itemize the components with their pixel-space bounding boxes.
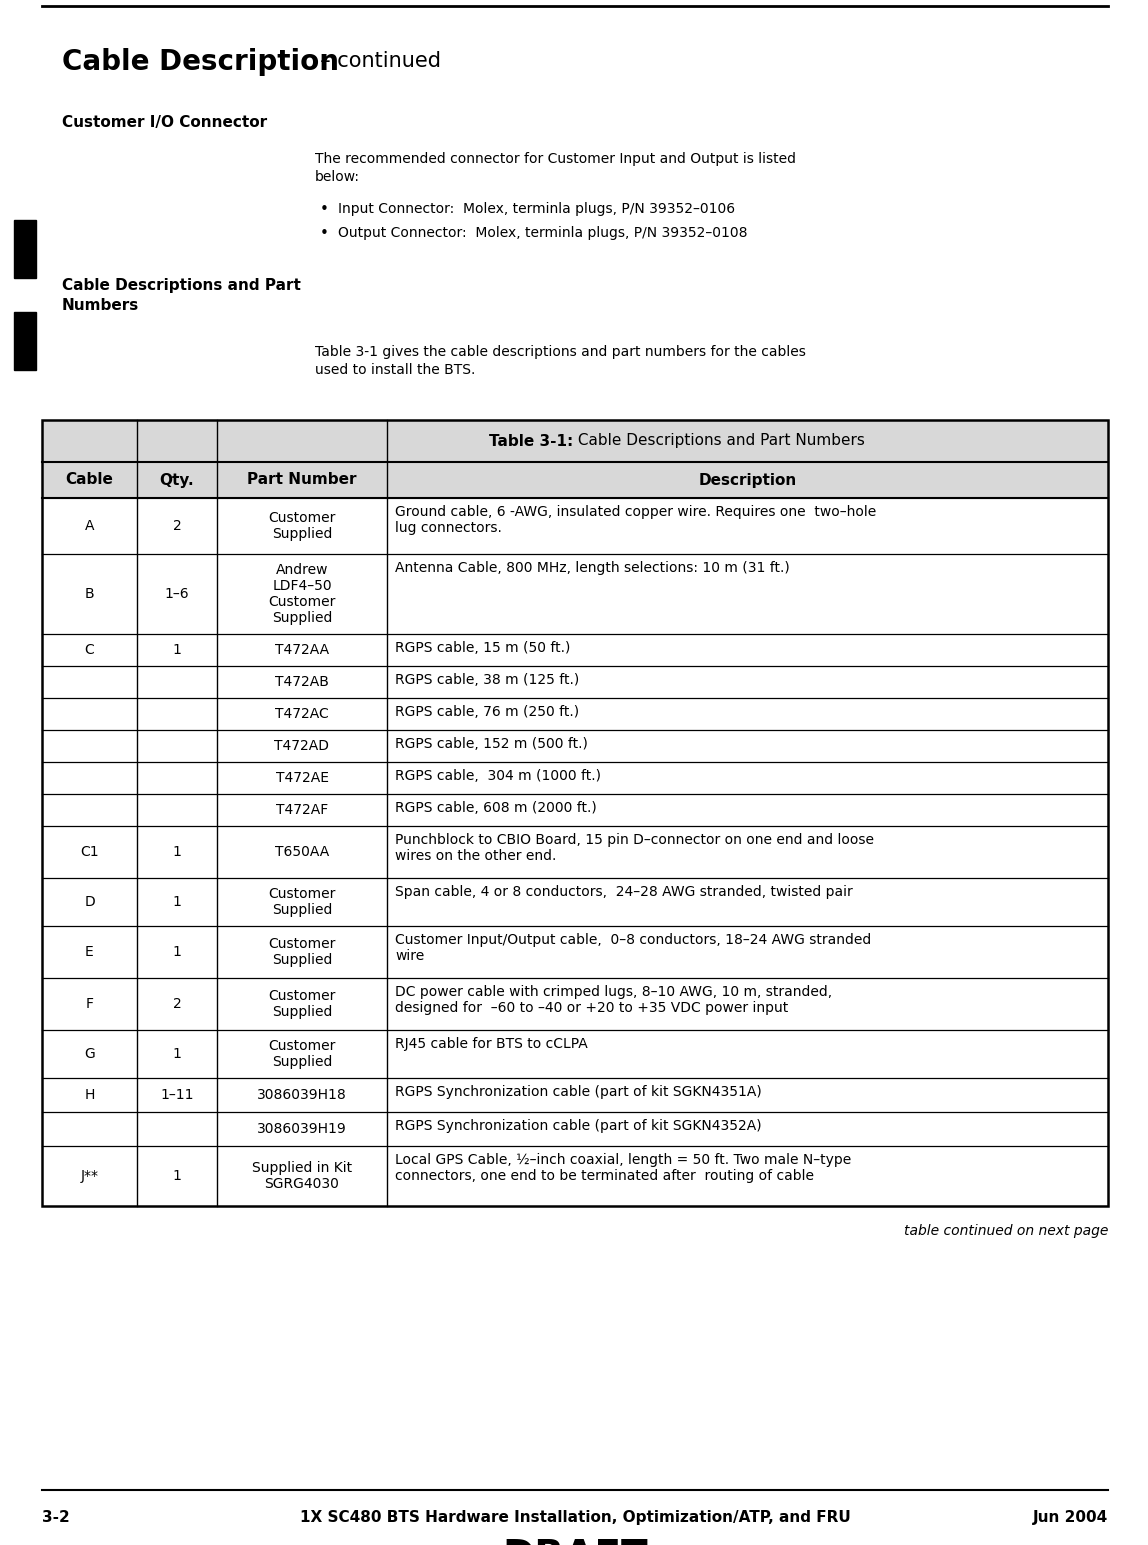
Text: F: F <box>85 997 93 1010</box>
Text: Antenna Cable, 800 MHz, length selections: 10 m (31 ft.): Antenna Cable, 800 MHz, length selection… <box>395 561 790 575</box>
Bar <box>14 312 36 369</box>
Text: – continued: – continued <box>307 51 441 71</box>
Text: RGPS cable, 608 m (2000 ft.): RGPS cable, 608 m (2000 ft.) <box>395 800 597 816</box>
Text: T650AA: T650AA <box>274 845 329 859</box>
Text: Cable Description: Cable Description <box>62 48 339 76</box>
Text: Table 3-1:: Table 3-1: <box>489 434 573 448</box>
Text: G: G <box>84 1048 95 1061</box>
Text: Ground cable, 6 -AWG, insulated copper wire. Requires one  two–hole
lug connecto: Ground cable, 6 -AWG, insulated copper w… <box>395 505 876 535</box>
Text: J**: J** <box>80 1170 99 1183</box>
Bar <box>42 464 1107 497</box>
Text: DC power cable with crimped lugs, 8–10 AWG, 10 m, stranded,
designed for  –60 to: DC power cable with crimped lugs, 8–10 A… <box>395 986 832 1015</box>
Text: Output Connector:  Molex, terminla plugs, P/N 39352–0108: Output Connector: Molex, terminla plugs,… <box>338 226 747 239</box>
Text: Description: Description <box>698 473 797 488</box>
Bar <box>14 219 36 278</box>
Text: 1: 1 <box>172 1048 181 1061</box>
Text: 1X SC480 BTS Hardware Installation, Optimization/ATP, and FRU: 1X SC480 BTS Hardware Installation, Opti… <box>300 1509 851 1525</box>
Text: •: • <box>320 202 328 216</box>
Text: Customer I/O Connector: Customer I/O Connector <box>62 114 267 130</box>
Text: D: D <box>84 895 95 908</box>
Text: Cable Descriptions and Part Numbers: Cable Descriptions and Part Numbers <box>573 434 864 448</box>
Bar <box>42 420 1107 462</box>
Text: Cable: Cable <box>65 473 114 488</box>
Text: Numbers: Numbers <box>62 298 139 314</box>
Text: The recommended connector for Customer Input and Output is listed
below:: The recommended connector for Customer I… <box>315 151 796 184</box>
Text: RGPS cable, 15 m (50 ft.): RGPS cable, 15 m (50 ft.) <box>395 641 571 655</box>
Text: 3-2: 3-2 <box>42 1509 70 1525</box>
Text: Customer Input/Output cable,  0–8 conductors, 18–24 AWG stranded
wire: Customer Input/Output cable, 0–8 conduct… <box>395 933 871 963</box>
Text: Cable Descriptions and Part: Cable Descriptions and Part <box>62 278 301 294</box>
Text: DRAFT: DRAFT <box>502 1537 647 1545</box>
Text: Span cable, 4 or 8 conductors,  24–28 AWG stranded, twisted pair: Span cable, 4 or 8 conductors, 24–28 AWG… <box>395 885 853 899</box>
Text: T472AF: T472AF <box>276 803 328 817</box>
Text: 2: 2 <box>172 519 181 533</box>
Text: 3086039H19: 3086039H19 <box>257 1122 347 1136</box>
Text: B: B <box>85 587 94 601</box>
Text: 1: 1 <box>172 845 181 859</box>
Text: 1: 1 <box>172 1170 181 1183</box>
Text: T472AC: T472AC <box>276 708 328 722</box>
Text: 1: 1 <box>172 895 181 908</box>
Text: RGPS Synchronization cable (part of kit SGKN4352A): RGPS Synchronization cable (part of kit … <box>395 1119 761 1132</box>
Text: Customer
Supplied: Customer Supplied <box>269 887 335 918</box>
Text: Punchblock to CBIO Board, 15 pin D–connector on one end and loose
wires on the o: Punchblock to CBIO Board, 15 pin D–conne… <box>395 833 874 864</box>
Text: RGPS cable, 76 m (250 ft.): RGPS cable, 76 m (250 ft.) <box>395 705 579 718</box>
Text: 3086039H18: 3086039H18 <box>257 1088 347 1102</box>
Text: RGPS Synchronization cable (part of kit SGKN4351A): RGPS Synchronization cable (part of kit … <box>395 1085 762 1098</box>
Text: Jun 2004: Jun 2004 <box>1033 1509 1108 1525</box>
Text: 1: 1 <box>172 643 181 657</box>
Text: Andrew
LDF4–50
Customer
Supplied: Andrew LDF4–50 Customer Supplied <box>269 562 335 626</box>
Text: T472AE: T472AE <box>276 771 328 785</box>
Text: table continued on next page: table continued on next page <box>903 1224 1108 1238</box>
Text: Customer
Supplied: Customer Supplied <box>269 936 335 967</box>
Text: T472AD: T472AD <box>274 739 329 752</box>
Text: H: H <box>84 1088 94 1102</box>
Text: Customer
Supplied: Customer Supplied <box>269 989 335 1020</box>
Text: •: • <box>320 226 328 241</box>
Text: 1–11: 1–11 <box>161 1088 194 1102</box>
Text: A: A <box>85 519 94 533</box>
Text: Local GPS Cable, ½–inch coaxial, length = 50 ft. Two male N–type
connectors, one: Local GPS Cable, ½–inch coaxial, length … <box>395 1153 852 1183</box>
Text: 3: 3 <box>17 324 32 345</box>
Text: E: E <box>85 946 94 959</box>
Text: T472AA: T472AA <box>274 643 329 657</box>
Text: Input Connector:  Molex, terminla plugs, P/N 39352–0106: Input Connector: Molex, terminla plugs, … <box>338 202 735 216</box>
Bar <box>42 420 1108 1207</box>
Text: Customer
Supplied: Customer Supplied <box>269 511 335 541</box>
Text: 1: 1 <box>172 946 181 959</box>
Text: Qty.: Qty. <box>160 473 194 488</box>
Text: T472AB: T472AB <box>276 675 329 689</box>
Text: 1–6: 1–6 <box>164 587 189 601</box>
Text: RGPS cable, 152 m (500 ft.): RGPS cable, 152 m (500 ft.) <box>395 737 588 751</box>
Text: RGPS cable,  304 m (1000 ft.): RGPS cable, 304 m (1000 ft.) <box>395 769 602 783</box>
Text: Part Number: Part Number <box>247 473 357 488</box>
Text: Customer
Supplied: Customer Supplied <box>269 1038 335 1069</box>
Text: Supplied in Kit
SGRG4030: Supplied in Kit SGRG4030 <box>251 1160 352 1191</box>
Text: RJ45 cable for BTS to cCLPA: RJ45 cable for BTS to cCLPA <box>395 1037 588 1051</box>
Text: RGPS cable, 38 m (125 ft.): RGPS cable, 38 m (125 ft.) <box>395 674 580 688</box>
Text: 2: 2 <box>172 997 181 1010</box>
Text: Table 3-1 gives the cable descriptions and part numbers for the cables
used to i: Table 3-1 gives the cable descriptions a… <box>315 345 806 377</box>
Text: C: C <box>85 643 94 657</box>
Text: C1: C1 <box>80 845 99 859</box>
